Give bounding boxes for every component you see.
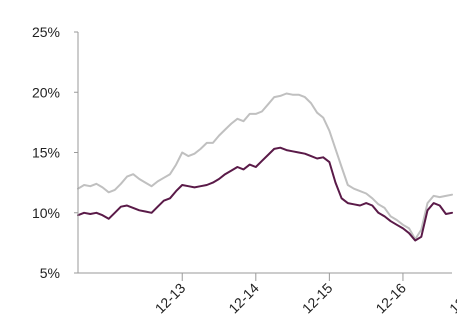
series-layer xyxy=(77,92,453,242)
y-tick-label: 15% xyxy=(32,145,60,161)
y-tick-label: 20% xyxy=(32,84,60,100)
y-tick-labels: 5% 10% 15% 20% 25% xyxy=(32,24,78,281)
x-tick-labels: 12-13 12-14 12-15 12-16 12-17 xyxy=(152,273,457,316)
x-tick-label: 12-15 xyxy=(299,280,336,317)
y-tick-label: 25% xyxy=(32,24,60,40)
series-line-2 xyxy=(77,146,453,242)
x-tick-label: 12-16 xyxy=(372,280,409,317)
y-tick-label: 10% xyxy=(32,205,60,221)
y-tick-label: 5% xyxy=(40,265,60,281)
x-tick-label: 12-13 xyxy=(152,280,189,317)
x-tick-label: 12-14 xyxy=(225,280,262,317)
x-tick-label: 12-17 xyxy=(446,280,457,317)
series-line-1 xyxy=(77,92,453,241)
